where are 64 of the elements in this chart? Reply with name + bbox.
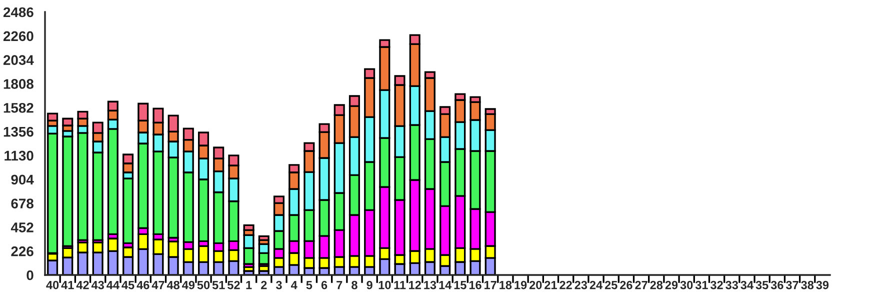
x-tick-label: 44: [106, 280, 120, 290]
y-tick-label: 2260: [3, 31, 34, 42]
x-tick-label: 50: [197, 280, 210, 290]
x-tick-label: 8: [352, 280, 358, 290]
x-tick-label: 38: [801, 280, 814, 290]
x-tick-label: 27: [635, 280, 648, 290]
x-tick-label: 29: [665, 280, 678, 290]
x-tick-label: 47: [152, 280, 164, 290]
x-tick-label: 37: [786, 280, 798, 290]
x-tick-label: 41: [61, 280, 74, 290]
y-tick-label: 452: [10, 222, 34, 232]
x-tick-label: 3: [276, 280, 282, 290]
x-tick-label: 42: [76, 280, 89, 290]
x-tick-label: 45: [122, 280, 134, 290]
x-tick-label: 34: [740, 280, 754, 290]
x-tick-label: 49: [182, 280, 195, 290]
y-tick-label: 1130: [4, 150, 34, 161]
y-tick-label: 678: [11, 198, 34, 208]
x-tick-label: 22: [560, 280, 572, 290]
y-tick-label: 1582: [4, 102, 34, 113]
x-tick-label: 18: [500, 280, 512, 290]
x-tick-label: 2: [261, 280, 267, 290]
y-tick-label: 1808: [4, 79, 34, 89]
y-tick-label: 904: [11, 174, 34, 185]
x-tick-label: 13: [424, 280, 436, 290]
x-tick-label: 48: [166, 280, 180, 290]
x-tick-label: 6: [321, 280, 328, 290]
x-tick-label: 31: [695, 280, 708, 290]
x-tick-label: 26: [620, 280, 632, 290]
y-tick-label: 1356: [4, 126, 34, 137]
x-tick-label: 7: [336, 280, 342, 290]
x-tick-label: 17: [484, 280, 496, 290]
x-tick-label: 11: [394, 280, 406, 290]
x-tick-label: 14: [439, 280, 452, 290]
x-tick-label: 24: [590, 280, 603, 290]
x-tick-label: 51: [212, 280, 225, 290]
x-tick-label: 52: [228, 280, 240, 290]
x-tick-label: 4: [290, 280, 298, 290]
x-tick-label: 21: [544, 280, 557, 290]
x-tick-label: 16: [469, 280, 482, 290]
x-tick-label: 1: [246, 280, 252, 290]
x-tick-label: 15: [454, 280, 466, 290]
y-tick-label: 2034: [3, 55, 34, 66]
x-tick-label: 5: [306, 280, 312, 290]
x-tick-label: 39: [816, 280, 829, 290]
x-tick-label: 35: [756, 280, 768, 290]
y-tick-label: 0: [26, 270, 34, 280]
x-tick-label: 28: [650, 280, 663, 290]
x-tick-label: 20: [529, 280, 542, 290]
x-tick-label: 23: [574, 280, 588, 290]
x-tick-label: 19: [514, 280, 527, 290]
x-tick-label: 25: [604, 280, 618, 290]
y-tick-label: 226: [11, 246, 34, 256]
x-tick-label: 46: [136, 280, 150, 290]
x-tick-label: 32: [710, 280, 723, 290]
x-tick-label: 43: [91, 280, 104, 290]
y-tick-label: 2486: [3, 7, 34, 18]
x-tick-label: 9: [366, 280, 372, 290]
x-tick-label: 40: [46, 280, 59, 290]
x-tick-label: 36: [770, 280, 784, 290]
x-tick-label: 30: [680, 280, 693, 290]
x-tick-label: 10: [378, 280, 391, 290]
x-tick-label: 33: [726, 280, 738, 290]
x-tick-label: 12: [409, 280, 421, 290]
